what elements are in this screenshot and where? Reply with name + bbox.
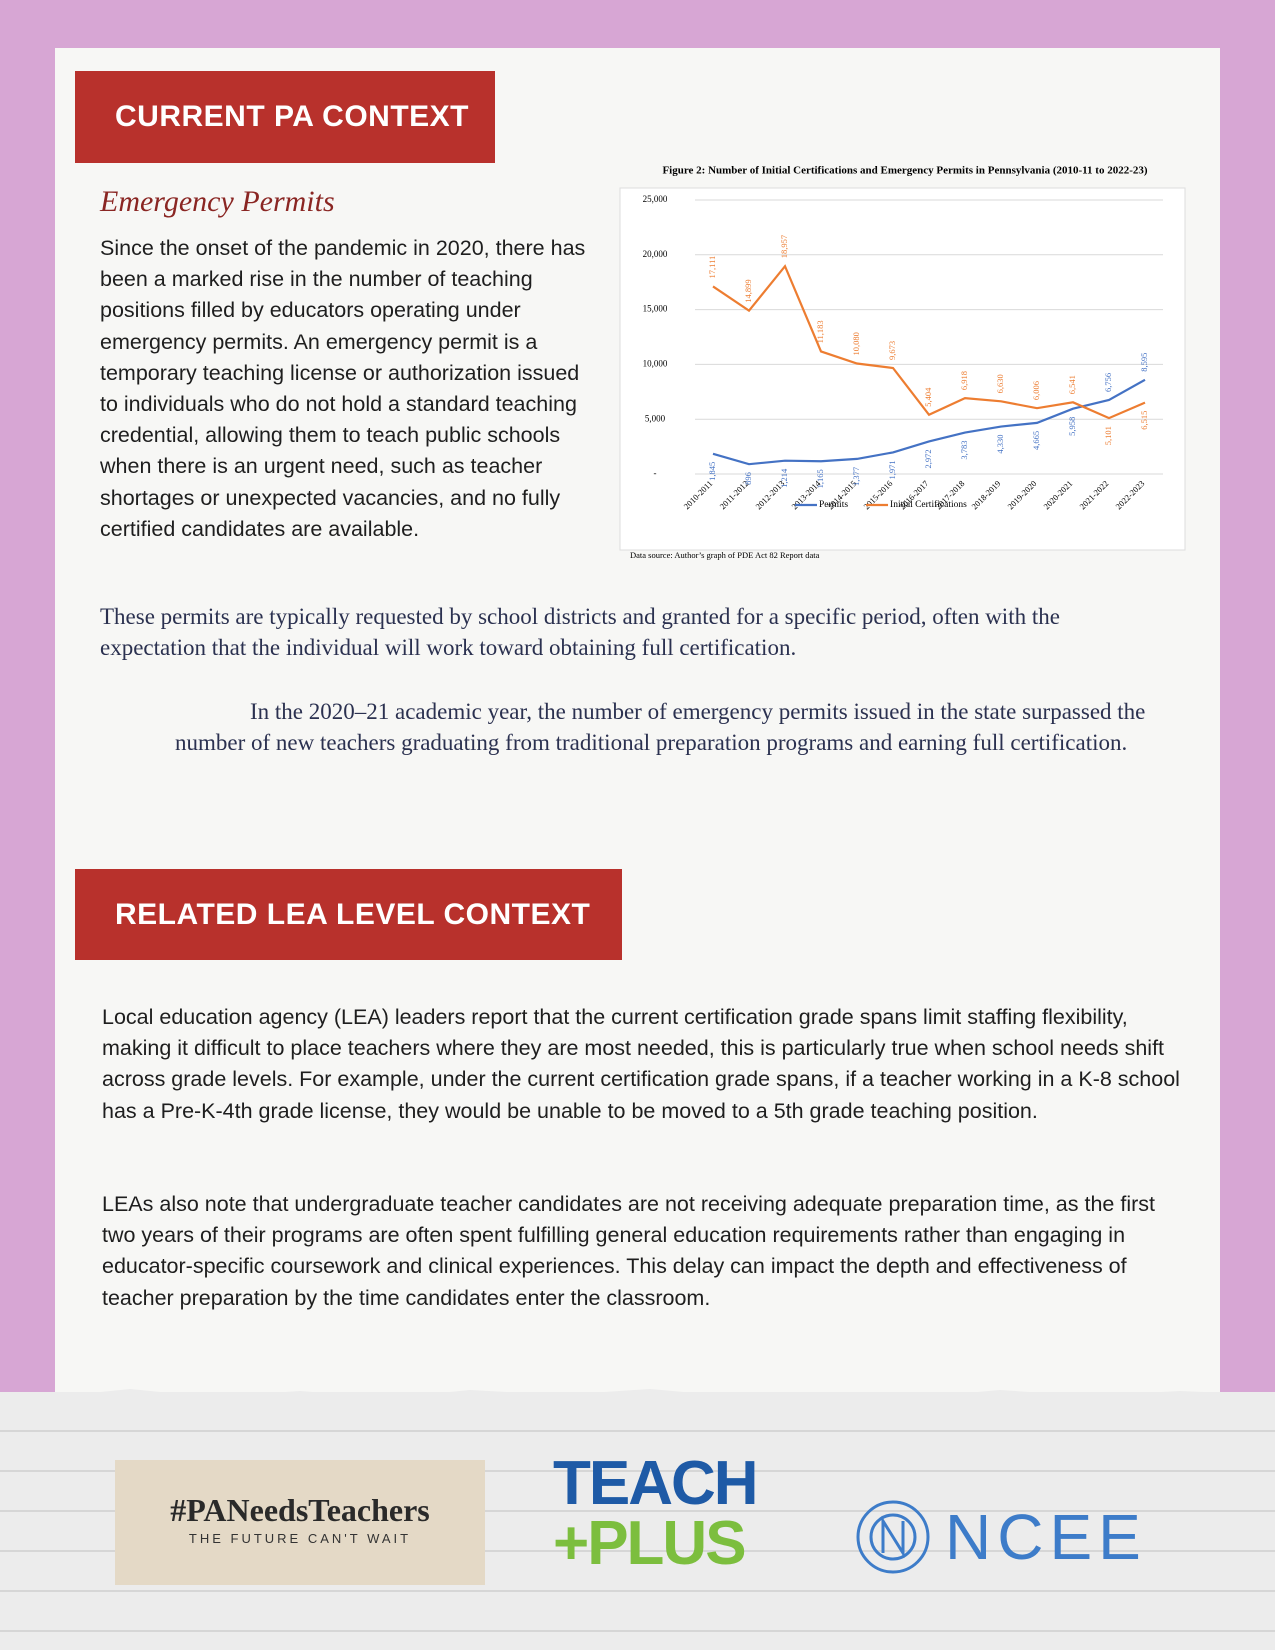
legend-label: Initial Certifications: [890, 499, 967, 510]
y-tick-label: 15,000: [643, 304, 668, 314]
section-heading: CURRENT PA CONTEXT: [75, 71, 495, 163]
data-label: 14,899: [743, 279, 753, 302]
tag-logo: #PANeedsTeachers THE FUTURE CAN'T WAIT: [115, 1460, 485, 1585]
chart-source: Data source: Author’s graph of PDE Act 8…: [630, 550, 820, 560]
data-label: 10,080: [851, 332, 861, 355]
data-label: 3,783: [959, 441, 969, 460]
data-label: 1,165: [815, 469, 825, 488]
data-label: 6,515: [1139, 411, 1149, 430]
ncee-mark: [856, 1500, 930, 1574]
chart: Figure 2: Number of Initial Certificatio…: [619, 165, 1186, 560]
paragraph: These permits are typically requested by…: [100, 604, 1060, 660]
data-label: 1,377: [851, 467, 861, 486]
data-label: 5,958: [1067, 417, 1077, 436]
data-label: 1,214: [779, 468, 789, 488]
data-label: 11,183: [815, 320, 825, 343]
data-label: 1,845: [707, 462, 717, 481]
logo-text: NCEE: [945, 1501, 1147, 1573]
torn-edge: [0, 1389, 1275, 1412]
data-label: 2,972: [923, 449, 933, 468]
series-line: [712, 378, 1146, 466]
data-label: 8,595: [1139, 353, 1149, 372]
data-label: 6,918: [959, 371, 969, 390]
y-tick-label: 20,000: [643, 249, 668, 259]
y-tick-label: 25,000: [643, 194, 668, 204]
tag: #PANeedsTeachers: [170, 1492, 430, 1528]
chart-frame: [619, 187, 1186, 551]
footer: #PANeedsTeachers THE FUTURE CAN'T WAIT T…: [0, 1389, 1275, 1650]
y-tick-label: 10,000: [643, 358, 668, 368]
data-label: 6,541: [1067, 375, 1077, 394]
paragraph: Local education agency (LEA) leaders rep…: [102, 1005, 1180, 1123]
data-label: 17,111: [707, 256, 717, 279]
data-label: 9,673: [887, 341, 897, 360]
subheading: Emergency Permits: [100, 185, 335, 218]
data-label: 4,665: [1031, 431, 1041, 450]
data-label: 6,006: [1031, 381, 1041, 400]
legend-label: Permits: [819, 500, 848, 510]
section-heading: RELATED LEA LEVEL CONTEXT: [75, 869, 622, 960]
logo-text: TEACH: [553, 1449, 759, 1518]
data-label: 4,330: [995, 435, 1005, 454]
data-label: 1,971: [887, 460, 897, 479]
y-tick-label: -: [654, 468, 657, 478]
data-label: 6,756: [1103, 373, 1113, 392]
series-line: [712, 264, 1146, 420]
logo-text: +PLUS: [553, 1509, 747, 1578]
paragraph: Since the onset of the pandemic in 2020,…: [100, 236, 586, 541]
data-label: 5,101: [1103, 426, 1113, 445]
data-label: 5,404: [923, 387, 933, 407]
chart-title: Figure 2: Number of Initial Certificatio…: [662, 165, 1147, 177]
data-label: 896: [743, 472, 753, 485]
y-tick-label: 5,000: [645, 413, 666, 423]
callout: In the 2020–21 academic year, the number…: [175, 699, 1146, 755]
paragraph: LEAs also note that undergraduate teache…: [102, 1192, 1155, 1310]
tagline: THE FUTURE CAN'T WAIT: [188, 1531, 412, 1546]
data-label: 6,630: [995, 374, 1005, 393]
data-label: 18,957: [779, 235, 789, 258]
